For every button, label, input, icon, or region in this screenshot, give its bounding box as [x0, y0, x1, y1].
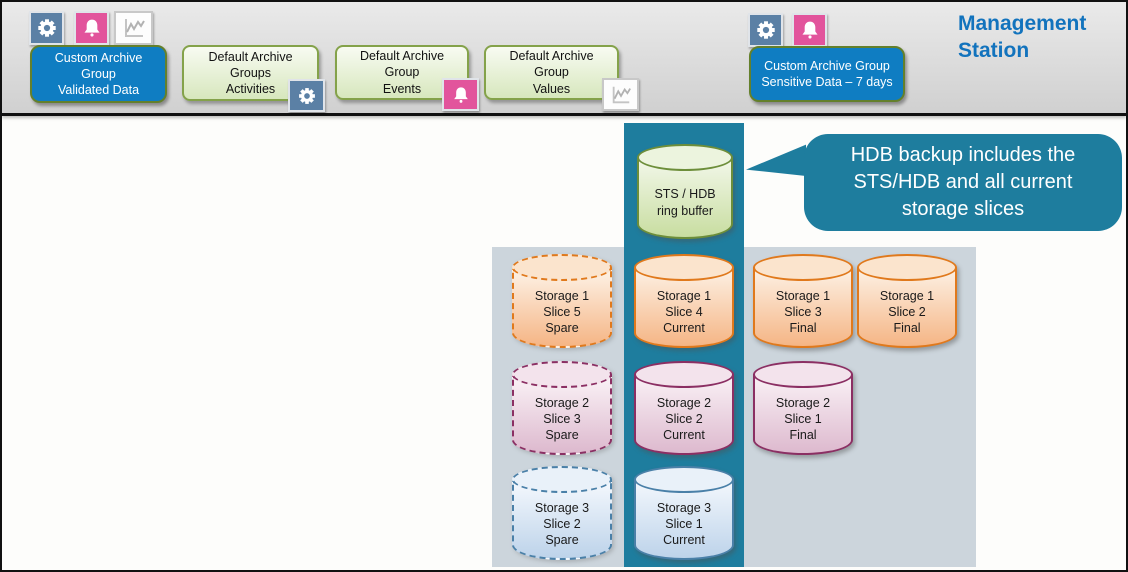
callout-tail	[746, 144, 806, 176]
cylinder-label: Storage 2 Slice 1 Final	[775, 395, 831, 443]
custom-archive-group-validated-data-button[interactable]: Custom Archive Group Validated Data	[30, 45, 167, 103]
cylinder-storage1-slice5-spare: Storage 1 Slice 5 Spare	[512, 254, 612, 348]
button-label: Custom Archive Group Sensitive Data – 7 …	[761, 58, 893, 89]
cylinder-storage2-slice2-current: Storage 2 Slice 2 Current	[634, 361, 734, 455]
bell-icon	[801, 21, 818, 39]
hdb-backup-callout: HDB backup includes the STS/HDB and all …	[804, 134, 1122, 231]
default-archive-group-values-button[interactable]: Default Archive Group Values	[484, 45, 639, 111]
activities-gear-badge[interactable]	[288, 79, 325, 112]
cylinder-label: Storage 1 Slice 2 Final	[879, 288, 935, 336]
trend-icon	[612, 86, 631, 103]
cylinder-label: Storage 2 Slice 2 Current	[656, 395, 712, 443]
trend-chart-button[interactable]	[114, 11, 153, 45]
alarm-button[interactable]	[74, 11, 109, 45]
bell-icon	[453, 86, 468, 103]
cylinder-label: Storage 1 Slice 4 Current	[656, 288, 712, 336]
trend-icon	[124, 19, 145, 37]
cylinder-top	[753, 254, 853, 281]
cylinder-label: Storage 3 Slice 2 Spare	[534, 500, 590, 548]
button-label: Default Archive Group Values	[509, 49, 594, 96]
settings-button[interactable]	[29, 11, 64, 45]
cylinder-top	[753, 361, 853, 388]
cylinder-top	[634, 361, 734, 388]
gear-icon	[37, 19, 56, 37]
events-bell-badge[interactable]	[442, 78, 479, 111]
callout-text: HDB backup includes the STS/HDB and all …	[850, 144, 1076, 220]
cylinder-label: Storage 1 Slice 3 Final	[775, 288, 831, 336]
cylinder-storage2-slice1-final: Storage 2 Slice 1 Final	[753, 361, 853, 455]
cylinder-top	[634, 466, 734, 493]
button-label: Custom Archive Group Validated Data	[54, 50, 143, 98]
cylinder-storage3-slice1-current: Storage 3 Slice 1 Current	[634, 466, 734, 560]
cylinder-sts-hdb-ring-buffer: STS / HDB ring buffer	[637, 144, 733, 239]
cylinder-storage1-slice3-final: Storage 1 Slice 3 Final	[753, 254, 853, 348]
cylinder-top	[637, 144, 733, 171]
cylinder-label: Storage 2 Slice 3 Spare	[534, 395, 590, 443]
settings-button-right[interactable]	[748, 13, 783, 47]
values-trend-badge[interactable]	[602, 78, 639, 111]
cylinder-storage1-slice2-final: Storage 1 Slice 2 Final	[857, 254, 957, 348]
cylinder-top	[512, 466, 612, 493]
button-label: Default Archive Groups Activities	[208, 49, 293, 97]
cylinder-top	[634, 254, 734, 281]
cylinder-storage2-slice3-spare: Storage 2 Slice 3 Spare	[512, 361, 612, 455]
bell-icon	[83, 19, 100, 37]
default-archive-groups-activities-button[interactable]: Default Archive Groups Activities	[182, 45, 325, 112]
cylinder-label: STS / HDB ring buffer	[654, 187, 716, 218]
cylinder-top	[512, 254, 612, 281]
cylinder-storage3-slice2-spare: Storage 3 Slice 2 Spare	[512, 466, 612, 560]
page-title: Management Station	[958, 12, 1087, 63]
header-bar: Custom Archive Group Validated Data Defa…	[2, 2, 1126, 116]
cylinder-label: Storage 1 Slice 5 Spare	[534, 288, 590, 336]
gear-icon	[298, 87, 315, 104]
cylinder-top	[857, 254, 957, 281]
cylinder-storage1-slice4-current: Storage 1 Slice 4 Current	[634, 254, 734, 348]
custom-archive-group-sensitive-data-button[interactable]: Custom Archive Group Sensitive Data – 7 …	[749, 46, 905, 102]
cylinder-top	[512, 361, 612, 388]
alarm-button-right[interactable]	[792, 13, 827, 47]
gear-icon	[756, 21, 775, 39]
button-label: Default Archive Group Events	[359, 49, 445, 96]
cylinder-label: Storage 3 Slice 1 Current	[656, 500, 712, 548]
default-archive-group-events-button[interactable]: Default Archive Group Events	[335, 45, 479, 111]
